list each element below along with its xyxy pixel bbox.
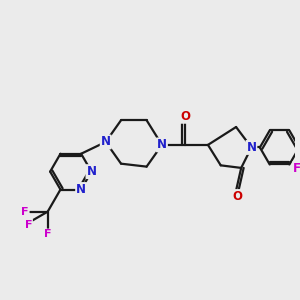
Text: O: O bbox=[180, 110, 190, 123]
Text: F: F bbox=[21, 207, 28, 217]
Text: N: N bbox=[101, 136, 111, 148]
Text: N: N bbox=[76, 183, 86, 196]
Text: F: F bbox=[44, 230, 51, 239]
Text: N: N bbox=[157, 138, 167, 152]
Text: N: N bbox=[86, 165, 96, 178]
Text: O: O bbox=[232, 190, 242, 203]
Text: N: N bbox=[246, 141, 256, 154]
Text: F: F bbox=[293, 162, 300, 175]
Text: F: F bbox=[25, 220, 32, 230]
